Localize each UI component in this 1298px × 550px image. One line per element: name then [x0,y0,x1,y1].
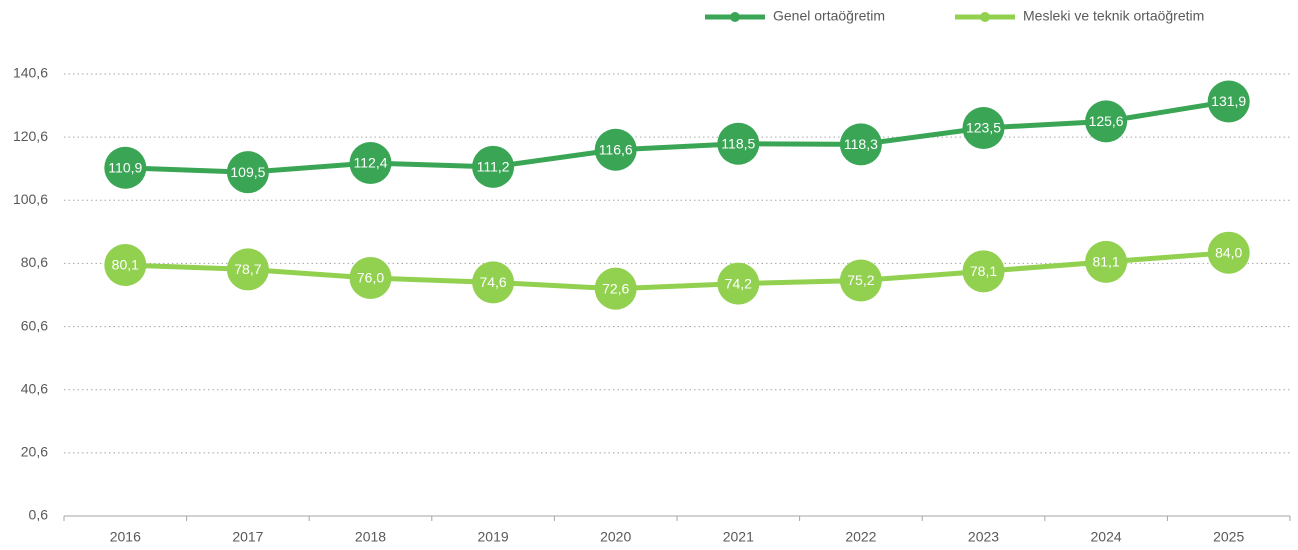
point [472,145,515,188]
x-tick-label: 2025 [1213,529,1244,545]
data-label: 110,9 [108,159,142,175]
data-label: 123,5 [966,120,1001,136]
data-label: 78,7 [234,261,261,277]
legend-dot [730,12,740,22]
point [1207,231,1250,274]
y-tick-label: 20,6 [21,444,48,460]
x-tick-label: 2018 [355,529,386,545]
x-tick-label: 2019 [478,529,509,545]
point [839,123,882,166]
data-label: 125,6 [1089,113,1124,129]
point [349,256,392,299]
x-tick-label: 2023 [968,529,999,545]
point [472,261,515,304]
data-label: 118,3 [844,136,878,152]
data-label: 80,1 [112,257,139,273]
y-tick-label: 0,6 [29,507,49,523]
point [594,128,637,171]
y-tick-label: 120,6 [13,128,48,144]
point [104,244,147,287]
y-tick-label: 80,6 [21,254,48,270]
y-tick-label: 60,6 [21,317,48,333]
point [594,267,637,310]
x-tick-label: 2020 [600,529,631,545]
series-line [125,250,1229,292]
point [349,142,392,185]
point [962,106,1005,149]
data-label: 84,0 [1215,244,1242,260]
data-label: 75,2 [847,272,874,288]
point [1207,80,1250,123]
data-label: 76,0 [357,270,384,286]
y-tick-label: 40,6 [21,380,48,396]
data-label: 74,2 [725,275,752,291]
data-label: 74,6 [479,274,506,290]
legend-label: Genel ortaöğretim [773,8,885,24]
y-tick-label: 100,6 [13,191,48,207]
data-label: 118,5 [721,135,755,151]
x-tick-label: 2021 [723,529,754,545]
series-line [125,98,1230,175]
data-label: 116,6 [599,141,633,157]
x-tick-label: 2017 [232,529,263,545]
point [1085,100,1128,143]
data-label: 81,1 [1092,254,1119,270]
point [226,151,269,194]
data-label: 78,1 [970,263,997,279]
x-tick-label: 2016 [110,529,141,545]
point [1085,240,1128,283]
point [717,122,760,165]
data-label: 109,5 [230,164,265,180]
x-tick-label: 2024 [1091,529,1122,545]
data-label: 72,6 [602,280,629,296]
point [962,250,1005,293]
point [839,259,882,302]
point [717,262,760,305]
y-tick-label: 140,6 [13,65,48,81]
point [104,146,147,189]
legend-label: Mesleki ve teknik ortaöğretim [1023,8,1204,24]
data-label: 131,9 [1211,93,1246,109]
data-label: 111,2 [477,159,510,175]
point [226,248,269,291]
legend-dot [980,12,990,22]
data-label: 112,4 [354,155,388,171]
x-tick-label: 2022 [845,529,876,545]
